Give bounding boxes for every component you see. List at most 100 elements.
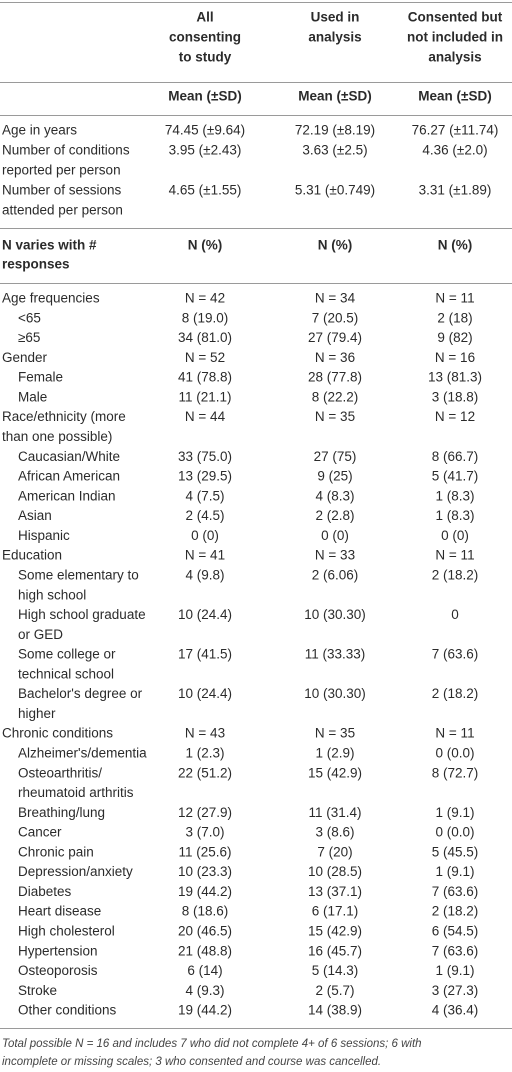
cell: 10 (24.4): [178, 686, 232, 701]
row-label: Osteoporosis: [18, 963, 98, 978]
cell: 2 (5.7): [315, 983, 354, 998]
row-label: technical school: [18, 666, 114, 681]
cell: 10 (28.5): [308, 864, 362, 879]
cell: 0 (0): [441, 528, 469, 543]
row-label: reported per person: [2, 163, 121, 178]
cell: 8 (22.2): [312, 389, 359, 404]
cell: N = 42: [185, 291, 225, 306]
cell: 11 (25.6): [178, 844, 231, 859]
row-label: Alzheimer's/dementia: [18, 746, 147, 761]
cell: 1 (9.1): [435, 805, 474, 820]
section-heading: than one possible): [2, 429, 112, 444]
cell: N = 52: [185, 350, 225, 365]
cell: 4 (8.3): [315, 488, 354, 503]
row-label: Some college or: [18, 647, 116, 662]
cell: 6 (14): [187, 963, 222, 978]
cell: 11 (33.33): [305, 647, 366, 662]
cell: 7 (20.5): [312, 310, 359, 325]
cell: 0 (0.0): [435, 825, 474, 840]
row-label: or GED: [18, 627, 63, 642]
row-label: attended per person: [2, 203, 123, 218]
cell: 8 (66.7): [432, 449, 479, 464]
row-label: Male: [18, 389, 47, 404]
column-header: All: [196, 10, 213, 25]
column-header: Used in: [311, 10, 360, 25]
cell: N = 12: [435, 409, 475, 424]
row-label: higher: [18, 706, 56, 721]
cell: 3 (18.8): [432, 389, 479, 404]
cell: 7 (63.6): [432, 884, 479, 899]
cell: 4.65 (±1.55): [169, 183, 242, 198]
cell: 20 (46.5): [178, 924, 232, 939]
row-label: Depression/anxiety: [18, 864, 133, 879]
cell: 4 (36.4): [432, 1003, 479, 1018]
cell: N = 43: [185, 726, 225, 741]
cell: N = 11: [435, 291, 474, 306]
cell: 4 (9.3): [185, 983, 224, 998]
cell: 21 (48.8): [178, 943, 232, 958]
row-label: Bachelor's degree or: [18, 686, 143, 701]
cell: 15 (42.9): [308, 924, 362, 939]
row-label: Heart disease: [18, 904, 101, 919]
footnote: incomplete or missing scales; 3 who cons…: [2, 1056, 381, 1068]
cell: 0: [451, 607, 459, 622]
cell: 9 (82): [437, 330, 472, 345]
cell: N = 36: [315, 350, 355, 365]
row-label: Diabetes: [18, 884, 72, 899]
section-heading: Education: [2, 548, 62, 563]
row-label: Hispanic: [18, 528, 70, 543]
cell: 76.27 (±11.74): [412, 123, 499, 138]
cell: N = 33: [315, 548, 355, 563]
section-heading: Gender: [2, 350, 48, 365]
row-label: Caucasian/White: [18, 449, 120, 464]
section-heading: Race/ethnicity (more: [2, 409, 126, 424]
cell: 17 (41.5): [178, 647, 232, 662]
subheader: N (%): [438, 238, 473, 253]
cell: N = 35: [315, 726, 355, 741]
cell: 8 (19.0): [182, 310, 229, 325]
row-label: Number of conditions: [2, 143, 130, 158]
cell: 13 (37.1): [308, 884, 362, 899]
cell: 2 (18): [437, 310, 472, 325]
cell: 4 (7.5): [185, 488, 224, 503]
cell: 13 (81.3): [428, 370, 482, 385]
row-label: Breathing/lung: [18, 805, 105, 820]
cell: 0 (0): [321, 528, 349, 543]
row-label: rheumatoid arthritis: [18, 785, 134, 800]
cell: 10 (30.30): [304, 686, 366, 701]
cell: 3.31 (±1.89): [419, 183, 492, 198]
cell: 16 (45.7): [308, 943, 362, 958]
cell: 2 (18.2): [432, 567, 479, 582]
row-label: Some elementary to: [18, 567, 139, 582]
cell: N = 11: [435, 548, 474, 563]
row-label: High school graduate: [18, 607, 146, 622]
row-label: high school: [18, 587, 86, 602]
cell: 9 (25): [317, 469, 352, 484]
cell: 10 (24.4): [178, 607, 232, 622]
cell: 11 (21.1): [178, 389, 231, 404]
cell: 12 (27.9): [178, 805, 232, 820]
cell: N = 16: [435, 350, 475, 365]
section-heading: Chronic conditions: [2, 726, 113, 741]
cell: N = 35: [315, 409, 355, 424]
row-label: High cholesterol: [18, 924, 115, 939]
subheader: N (%): [188, 238, 223, 253]
column-header: Consented but: [408, 10, 503, 25]
row-label: Number of sessions: [2, 183, 122, 198]
cell: N = 41: [185, 548, 225, 563]
cell: 1 (2.9): [315, 746, 354, 761]
cell: 3 (7.0): [185, 825, 224, 840]
row-label: Hypertension: [18, 943, 98, 958]
cell: 5.31 (±0.749): [295, 183, 375, 198]
cell: 33 (75.0): [178, 449, 232, 464]
row-label: ≥65: [18, 330, 40, 345]
column-header: to study: [179, 50, 232, 65]
cell: 2 (18.2): [432, 686, 479, 701]
cell: 1 (9.1): [435, 963, 474, 978]
subheader: Mean (±SD): [418, 89, 491, 104]
subheader: Mean (±SD): [298, 89, 371, 104]
row-label: Age in years: [2, 123, 77, 138]
column-header: analysis: [428, 50, 481, 65]
section-heading: Age frequencies: [2, 291, 100, 306]
